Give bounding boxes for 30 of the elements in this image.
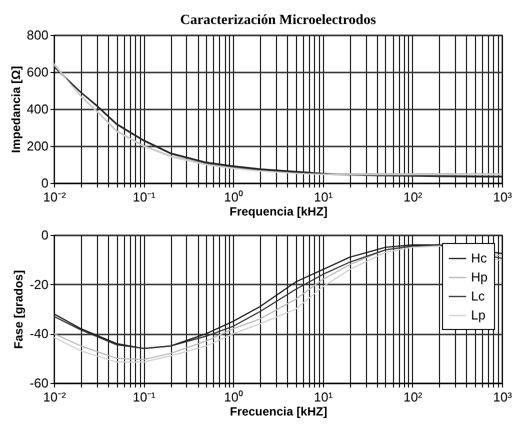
y-tick-label: 800 [26, 28, 48, 42]
x-tick-label: 10⁻¹ [132, 190, 156, 204]
chart-title: Caracterización Microelectrodos [180, 13, 376, 28]
y-tick-label: 400 [26, 102, 48, 116]
y-axis-title: Impedancia [Ω] [8, 66, 23, 153]
legend-label: Hc [471, 250, 488, 266]
x-tick-label: 10² [404, 190, 423, 204]
legend-label: Hp [471, 270, 488, 284]
legend-label: Lc [471, 288, 486, 304]
y-tick-label: -40 [30, 326, 48, 342]
x-tick-label: 10² [404, 390, 423, 404]
x-tick-label: 10⁰ [224, 190, 244, 204]
x-tick-label: 10⁻² [43, 190, 67, 204]
y-tick-label: 0 [41, 176, 48, 190]
legend-label: Lp [471, 308, 486, 322]
x-tick-label: 10⁻¹ [132, 390, 156, 404]
x-tick-label: 10³ [493, 390, 513, 404]
x-tick-label: 10⁻² [43, 390, 67, 404]
y-tick-label: 200 [26, 138, 48, 154]
y-axis-title: Fase [grados] [12, 270, 26, 349]
y-tick-label: 0 [41, 228, 48, 242]
x-tick-label: 10³ [493, 190, 513, 204]
x-tick-label: 10¹ [314, 390, 334, 404]
y-tick-label: -20 [30, 276, 48, 292]
x-axis-title: Frequencia [kHZ] [229, 204, 328, 218]
x-tick-label: 10⁰ [224, 390, 244, 404]
y-tick-label: 600 [26, 64, 48, 80]
x-tick-label: 10¹ [314, 190, 334, 204]
y-tick-label: -60 [30, 376, 48, 390]
x-axis-title: Frecuencia [kHZ] [230, 404, 328, 418]
